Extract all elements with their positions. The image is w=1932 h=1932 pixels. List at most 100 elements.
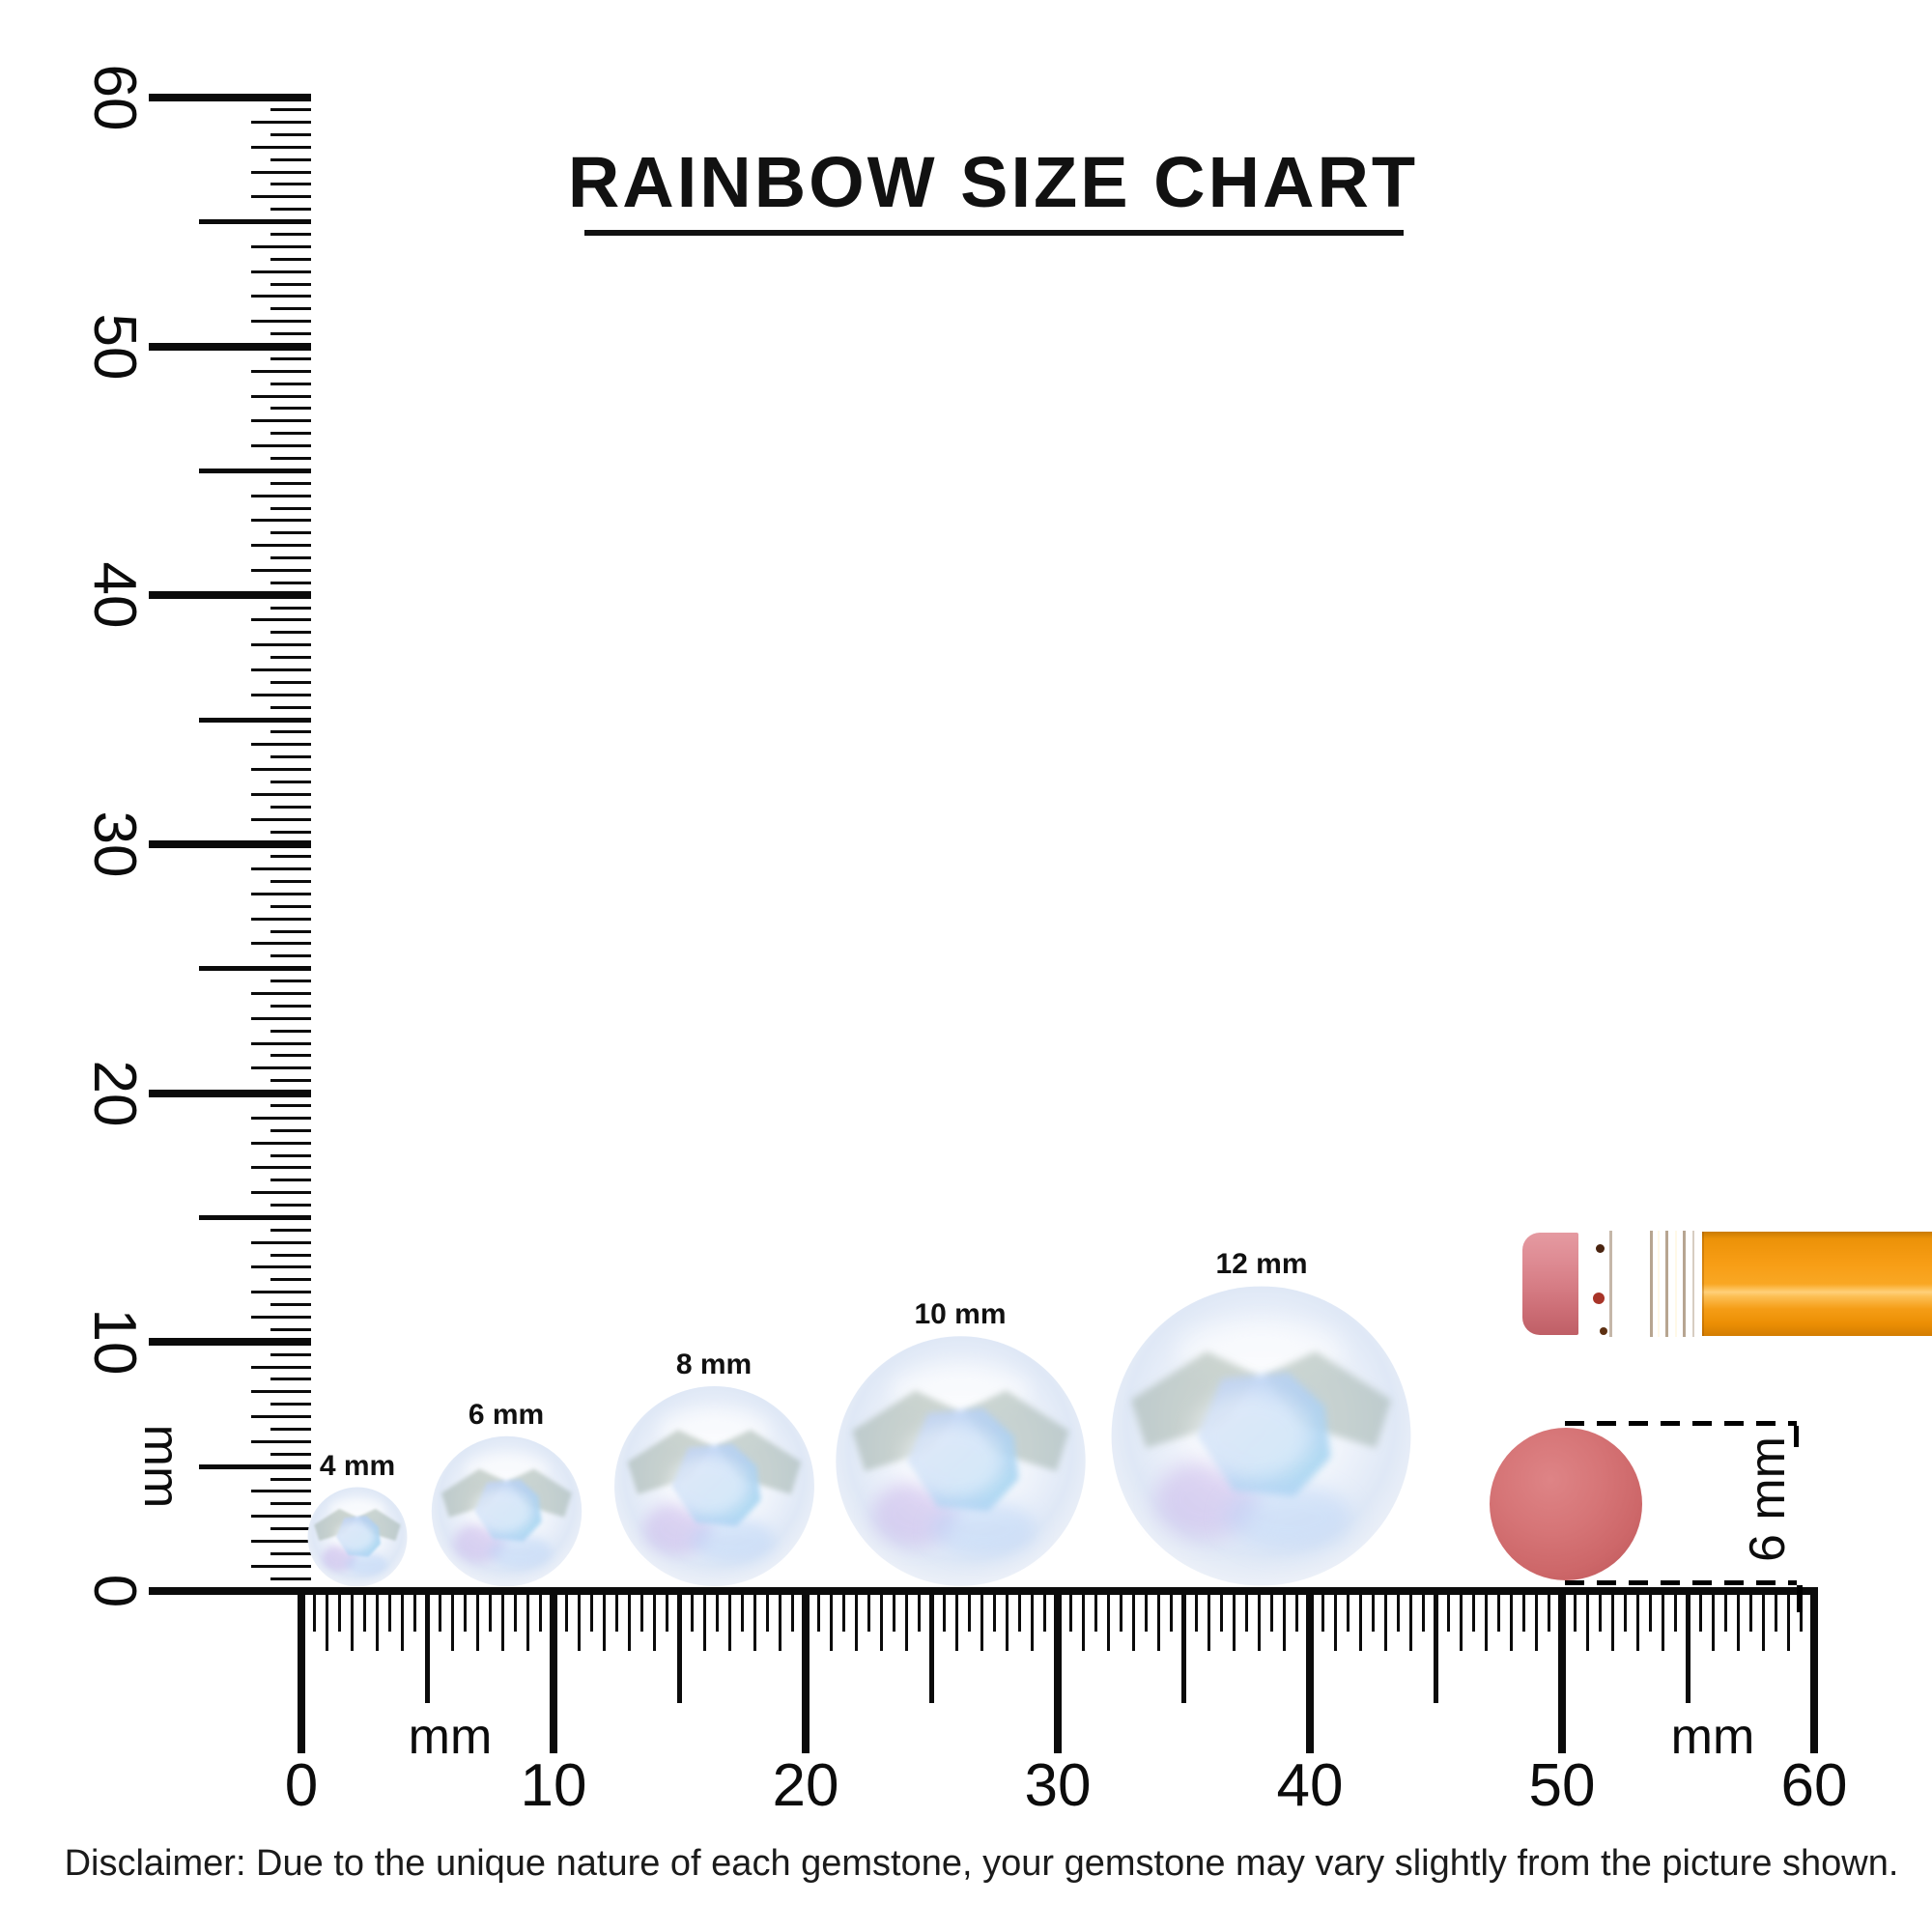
vertical-ruler-tick [251, 544, 311, 547]
horizontal-ruler-tick [791, 1591, 794, 1632]
vertical-ruler-tick [270, 1403, 311, 1406]
vertical-ruler-tick [251, 245, 311, 248]
vertical-ruler-tick [149, 94, 311, 101]
vertical-ruler-tick [270, 383, 311, 385]
horizontal-ruler-tick [1472, 1591, 1475, 1632]
horizontal-ruler-tick [1245, 1591, 1248, 1632]
vertical-ruler-tick [270, 1453, 311, 1456]
horizontal-ruler-tick [476, 1591, 479, 1651]
horizontal-ruler-tick [1586, 1591, 1589, 1651]
horizontal-ruler-tick [1082, 1591, 1085, 1651]
horizontal-ruler-tick [401, 1591, 404, 1651]
vertical-ruler-tick [251, 918, 311, 921]
horizontal-ruler-tick [691, 1591, 694, 1632]
horizontal-ruler-tick [677, 1591, 682, 1703]
vertical-ruler-tick [251, 270, 311, 273]
horizontal-ruler-tick [1372, 1591, 1375, 1632]
ferrule-crimp [1692, 1231, 1694, 1337]
vertical-ruler-tick [251, 618, 311, 621]
horizontal-ruler-tick [1170, 1591, 1173, 1632]
vertical-ruler-tick [270, 1129, 311, 1132]
vertical-ruler-tick [251, 1265, 311, 1268]
horizontal-ruler-tick [1737, 1591, 1740, 1651]
ferrule-crimp [1675, 1231, 1677, 1337]
horizontal-ruler-tick [1157, 1591, 1160, 1651]
horizontal-ruler-tick [565, 1591, 568, 1632]
horizontal-ruler-tick [590, 1591, 593, 1632]
vertical-ruler-tick [270, 1204, 311, 1207]
horizontal-ruler-tick [1145, 1591, 1148, 1632]
horizontal-ruler-tick [363, 1591, 366, 1632]
vertical-ruler-tick [270, 183, 311, 185]
vertical-ruler-tick [251, 668, 311, 671]
gem-8mm [613, 1385, 815, 1587]
vertical-ruler-tick [270, 457, 311, 460]
gem-12mm [1110, 1285, 1412, 1587]
horizontal-ruler-tick [1347, 1591, 1350, 1632]
vertical-ruler-tick [270, 407, 311, 410]
horizontal-ruler-tick [1043, 1591, 1046, 1632]
vertical-ruler-tick [270, 980, 311, 982]
vertical-ruler-tick [251, 444, 311, 447]
vertical-ruler-tick [251, 519, 311, 522]
measure-end-tick-top [1794, 1426, 1799, 1447]
horizontal-ruler-tick [779, 1591, 781, 1651]
horizontal-ruler-tick [489, 1591, 492, 1632]
vertical-ruler-tick [270, 1502, 311, 1505]
vertical-ruler-tick [149, 343, 311, 351]
vertical-ruler-tick [251, 121, 311, 124]
vertical-ruler-tick [251, 1066, 311, 1069]
vertical-ruler-tick [270, 258, 311, 261]
vertical-ruler-tick [270, 1054, 311, 1057]
ferrule-crimp [1658, 1231, 1660, 1337]
vertical-ruler-tick [199, 966, 311, 971]
vertical-ruler-tick [251, 1017, 311, 1020]
horizontal-ruler-tick [1434, 1591, 1438, 1703]
vertical-ruler-tick [251, 1291, 311, 1293]
horizontal-ruler-tick [326, 1591, 328, 1651]
horizontal-ruler-tick [451, 1591, 454, 1651]
vertical-ruler-tick [270, 1005, 311, 1008]
horizontal-ruler-tick [1787, 1591, 1790, 1651]
vertical-ruler-tick [270, 208, 311, 211]
vertical-ruler-unit-label: mm [133, 1424, 189, 1509]
horizontal-ruler-tick [1686, 1591, 1690, 1703]
horizontal-ruler-tick [1548, 1591, 1550, 1632]
horizontal-ruler-tick [880, 1591, 883, 1651]
horizontal-ruler-tick [1181, 1591, 1186, 1703]
horizontal-ruler-tick [766, 1591, 769, 1632]
horizontal-ruler-number: 50 [1528, 1752, 1596, 1819]
horizontal-ruler-tick [1220, 1591, 1223, 1632]
vertical-ruler-tick [251, 295, 311, 298]
vertical-ruler-tick [251, 1042, 311, 1045]
horizontal-ruler-tick [716, 1591, 719, 1632]
horizontal-ruler-unit-label-right: mm [1670, 1709, 1755, 1765]
horizontal-ruler-tick [1558, 1591, 1566, 1753]
vertical-ruler-tick [270, 482, 311, 485]
vertical-ruler-tick [270, 1154, 311, 1157]
vertical-ruler-tick [251, 793, 311, 796]
vertical-ruler-tick [251, 1415, 311, 1418]
vertical-ruler-tick [270, 1552, 311, 1555]
vertical-ruler-tick [199, 1215, 311, 1220]
eraser-measure-label: 6 mm [1740, 1436, 1796, 1562]
vertical-ruler-tick [270, 880, 311, 883]
horizontal-ruler-tick [830, 1591, 833, 1651]
vertical-ruler-number: 50 [81, 313, 148, 381]
ferrule-rivet-dot [1596, 1244, 1605, 1253]
pencil-eraser-tip [1522, 1233, 1578, 1335]
horizontal-ruler-number: 60 [1780, 1752, 1848, 1819]
vertical-ruler-tick [251, 1565, 311, 1568]
vertical-ruler-tick [270, 283, 311, 286]
vertical-ruler-tick [251, 893, 311, 895]
vertical-ruler-tick [270, 531, 311, 534]
horizontal-ruler-tick [842, 1591, 845, 1632]
horizontal-ruler-tick [628, 1591, 631, 1651]
vertical-ruler-tick [270, 1478, 311, 1481]
horizontal-ruler-tick [1107, 1591, 1110, 1651]
vertical-ruler-tick [251, 395, 311, 398]
vertical-ruler-tick [149, 1090, 311, 1097]
gem-size-label: 6 mm [468, 1399, 545, 1431]
pencil [1522, 1231, 1932, 1337]
horizontal-ruler-tick [1522, 1591, 1525, 1632]
